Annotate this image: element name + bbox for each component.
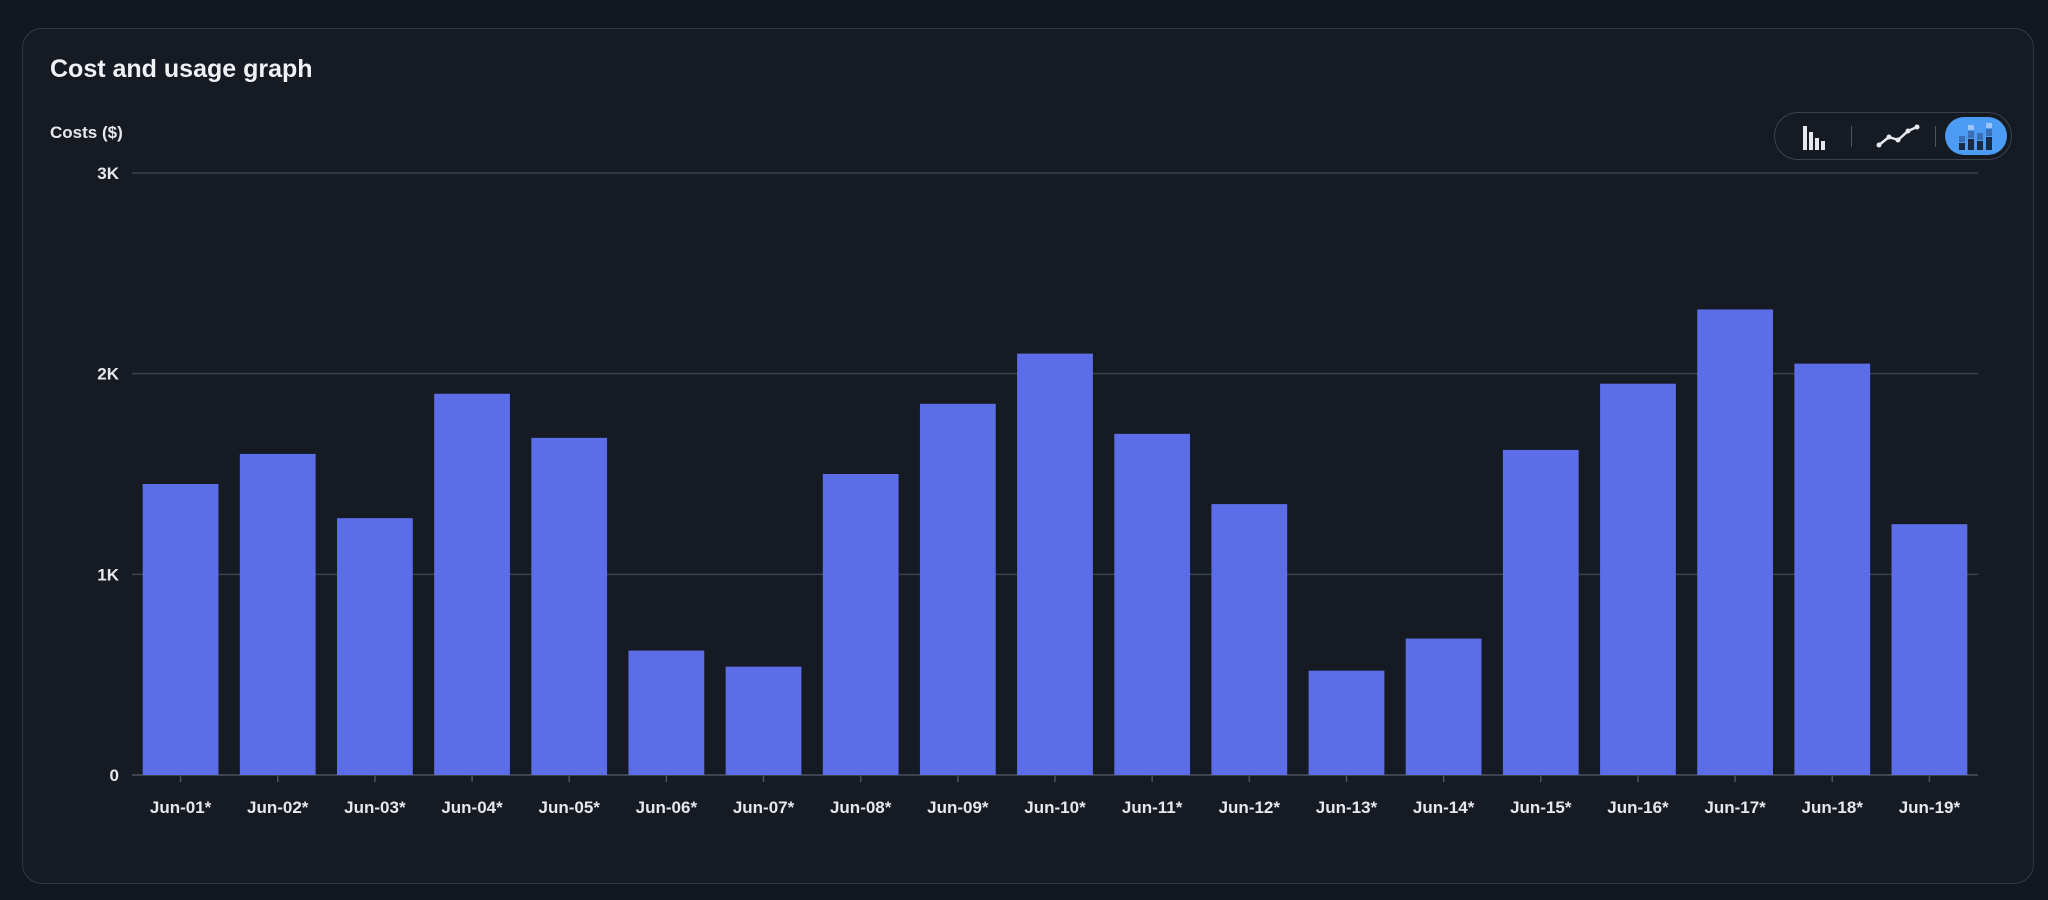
bar — [239, 453, 316, 775]
bar-chart-button[interactable] — [1785, 117, 1847, 155]
x-tick-label: Jun-12* — [1219, 798, 1281, 817]
x-tick-label: Jun-13* — [1316, 798, 1378, 817]
y-axis-label: Costs ($) — [50, 123, 123, 142]
x-tick-label: Jun-16* — [1607, 798, 1669, 817]
x-tick-label: Jun-17* — [1704, 798, 1766, 817]
x-tick-label: Jun-14* — [1413, 798, 1475, 817]
line-chart-button[interactable] — [1867, 117, 1929, 155]
y-tick-label: 1K — [97, 565, 119, 584]
bar — [1405, 638, 1482, 775]
bar — [1017, 353, 1093, 775]
line-chart-icon — [1876, 124, 1920, 148]
x-tick-label: Jun-11* — [1122, 798, 1183, 817]
bar — [1794, 363, 1871, 775]
x-tick-label: Jun-03* — [344, 798, 406, 817]
x-tick-label: Jun-09* — [927, 798, 989, 817]
bar-chart-icon — [1803, 126, 1825, 150]
y-tick-label: 3K — [97, 164, 119, 183]
toggle-divider — [1851, 126, 1852, 147]
x-tick-label: Jun-02* — [247, 798, 309, 817]
y-tick-label: 2K — [97, 365, 119, 384]
toggle-divider — [1935, 126, 1936, 147]
x-tick-label: Jun-07* — [733, 798, 795, 817]
bar — [725, 666, 802, 775]
x-tick-label: Jun-05* — [538, 798, 600, 817]
stacked-bar-chart-icon — [1959, 123, 1992, 150]
chart-type-toggle — [1774, 112, 2012, 160]
bar — [142, 484, 219, 775]
y-tick-label: 0 — [110, 766, 119, 785]
x-tick-label: Jun-04* — [441, 798, 503, 817]
bar — [1308, 670, 1385, 775]
panel-title: Cost and usage graph — [50, 55, 313, 83]
bar — [1114, 433, 1191, 775]
stacked-bar-chart-button[interactable] — [1945, 117, 2007, 155]
bar — [531, 437, 608, 775]
x-tick-label: Jun-08* — [830, 798, 892, 817]
x-tick-label: Jun-01* — [150, 798, 212, 817]
x-tick-label: Jun-06* — [636, 798, 698, 817]
x-tick-label: Jun-18* — [1802, 798, 1864, 817]
x-tick-label: Jun-10* — [1024, 798, 1086, 817]
bar — [337, 518, 413, 775]
bar — [628, 650, 705, 775]
bar — [1891, 524, 1968, 775]
x-tick-label: Jun-15* — [1510, 798, 1572, 817]
x-tick-label: Jun-19* — [1899, 798, 1961, 817]
bar — [822, 474, 899, 775]
bar — [1697, 309, 1773, 775]
bar — [1502, 449, 1579, 775]
bar — [919, 403, 996, 775]
bar — [1600, 383, 1676, 775]
bar — [434, 393, 510, 775]
bar — [1211, 504, 1288, 775]
